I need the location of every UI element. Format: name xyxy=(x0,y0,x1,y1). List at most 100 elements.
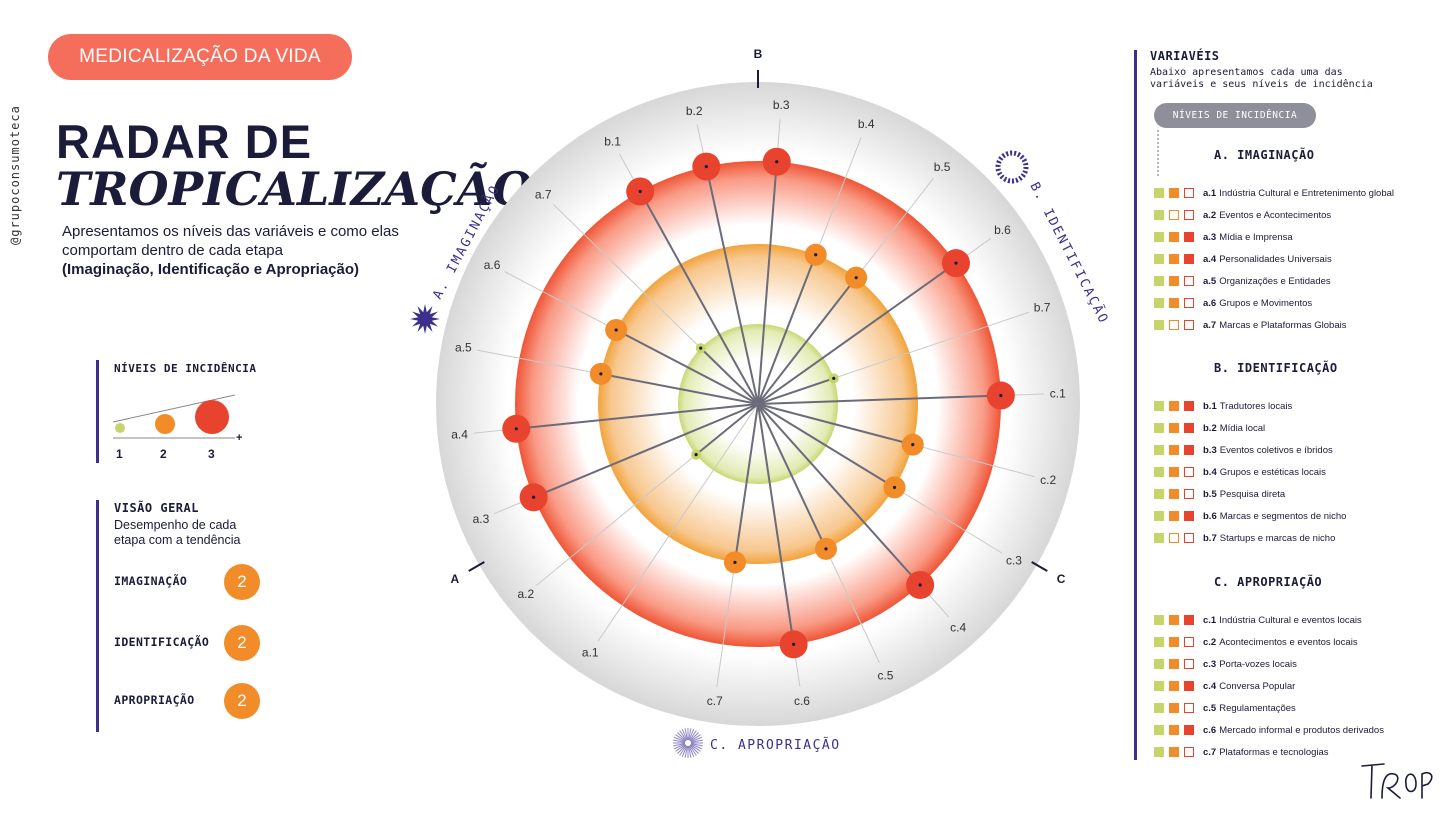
level-3-square xyxy=(1184,298,1194,308)
variable-label: Regulamentações xyxy=(1219,702,1296,714)
variable-row: a.1 Indústria Cultural e Entretenimento g… xyxy=(1154,185,1444,201)
variable-code: b.2 xyxy=(1203,422,1217,434)
point-label: a.3 xyxy=(473,512,490,526)
level-1-square xyxy=(1154,445,1164,455)
legend-label-2: 2 xyxy=(160,447,167,461)
point-center xyxy=(999,393,1003,398)
variable-row: b.2 Mídia local xyxy=(1154,420,1444,436)
stage-name: IDENTIFICAÇÃO xyxy=(114,635,210,649)
sunburst-ray xyxy=(681,728,688,741)
value-spoke xyxy=(533,403,759,499)
point-label: b.3 xyxy=(773,98,790,112)
point-center xyxy=(918,583,922,587)
topic-pill: MEDICALIZAÇÃO DA VIDA xyxy=(48,34,352,80)
level-1-square xyxy=(1154,615,1164,625)
level-2-square xyxy=(1169,276,1179,286)
variable-row: b.1 Tradutores locais xyxy=(1154,398,1444,414)
level-3-square xyxy=(1184,320,1194,330)
point-center xyxy=(704,164,708,169)
trop-signature xyxy=(1361,763,1433,799)
level-2-square xyxy=(1169,188,1179,198)
level-1-square xyxy=(1154,533,1164,543)
level-3-square xyxy=(1184,254,1194,264)
value-spoke xyxy=(757,394,1001,405)
sunburst-ray xyxy=(677,744,687,754)
level-1-square xyxy=(1154,254,1164,264)
variable-label: Eventos coletivos e íbridos xyxy=(1219,444,1333,456)
variables-section-title: C. APROPRIAÇÃO xyxy=(1214,575,1323,589)
variable-row: b.6 Marcas e segmentos de nicho xyxy=(1154,508,1444,524)
value-spoke xyxy=(757,403,896,489)
variable-label: Tradutores locais xyxy=(1219,400,1293,412)
levels-legend-bar xyxy=(96,360,99,463)
level-3-square xyxy=(1184,188,1194,198)
variable-code: c.3 xyxy=(1203,658,1217,670)
point-center xyxy=(514,427,518,431)
levels-pill-connector xyxy=(1157,130,1159,176)
variable-code: c.6 xyxy=(1203,724,1217,736)
level-3-square xyxy=(1184,681,1194,691)
axis-tick xyxy=(1031,561,1048,572)
stage-name: IMAGINAÇÃO xyxy=(114,574,188,588)
point-label: b.2 xyxy=(686,104,703,118)
intro-body: Apresentamos os níveis das variáveis e c… xyxy=(62,223,399,259)
variable-code: a.5 xyxy=(1203,275,1217,287)
level-1-square xyxy=(1154,298,1164,308)
level-3-square xyxy=(1184,659,1194,669)
level-1-square xyxy=(1154,489,1164,499)
level-1-square xyxy=(1154,320,1164,330)
page-title-line1: RADAR DE xyxy=(56,115,313,168)
sunburst-icon xyxy=(673,728,703,758)
point-center xyxy=(792,642,796,646)
stage-score: 2 xyxy=(224,683,260,719)
variables-desc: Abaixo apresentamos cada uma das variáve… xyxy=(1150,67,1373,90)
variable-code: c.7 xyxy=(1203,746,1217,758)
value-spoke xyxy=(757,403,827,550)
level-2-square xyxy=(1169,747,1179,757)
point-center xyxy=(911,443,915,447)
level-1-square xyxy=(1154,423,1164,433)
point-center xyxy=(532,495,536,499)
point-center xyxy=(892,485,897,490)
variable-code: b.7 xyxy=(1203,532,1217,544)
value-spoke xyxy=(705,166,759,405)
stage-score: 2 xyxy=(224,625,260,661)
sunburst-ray xyxy=(673,743,686,747)
value-spoke xyxy=(757,403,795,645)
sunburst-ray xyxy=(689,730,697,741)
point-label: a.7 xyxy=(535,188,552,202)
sunburst-ray xyxy=(679,745,687,756)
level-1-square xyxy=(1154,188,1164,198)
levels-legend-chart: + 1 2 3 xyxy=(112,394,242,461)
point-label: c.6 xyxy=(794,694,810,708)
variable-label: Mídia local xyxy=(1219,422,1266,434)
sunburst-ray xyxy=(679,730,687,741)
point-center xyxy=(699,346,703,350)
sunburst-ray xyxy=(688,745,695,758)
sunburst-ray xyxy=(688,745,692,758)
level-2-dot xyxy=(155,414,175,434)
point-center xyxy=(814,253,818,257)
variable-row: c.4 Conversa Popular xyxy=(1154,678,1444,694)
level-1-square xyxy=(1154,637,1164,647)
legend-label-1: 1 xyxy=(116,447,123,461)
sunburst-ray xyxy=(684,745,688,758)
variable-label: Startups e marcas de nicho xyxy=(1219,532,1336,544)
variable-label: Organizações e Entidades xyxy=(1219,275,1331,287)
variable-code: b.1 xyxy=(1203,400,1217,412)
level-3-dot xyxy=(195,400,229,434)
point-label: b.6 xyxy=(994,223,1011,237)
variable-label: Plataformas e tecnologias xyxy=(1219,746,1329,758)
level-2-square xyxy=(1169,254,1179,264)
variable-row: b.4 Grupos e estéticas locais xyxy=(1154,464,1444,480)
variable-label: Indústria Cultural e Entretenimento glob… xyxy=(1219,187,1395,199)
star-icon xyxy=(410,304,440,334)
point-label: a.1 xyxy=(582,646,599,660)
point-label: c.7 xyxy=(707,694,723,708)
point-label: a.6 xyxy=(484,258,501,272)
variables-title: VARIAVÉIS xyxy=(1150,49,1220,63)
level-2-square xyxy=(1169,467,1179,477)
level-2-square xyxy=(1169,445,1179,455)
sunburst-ray xyxy=(689,732,699,742)
radar-marks: a.1 a.2 a.3 a.4 a.5 a.6 a.7 b.1 b.2 b.3 b.4 b.5 b.6 b… xyxy=(451,98,1066,708)
